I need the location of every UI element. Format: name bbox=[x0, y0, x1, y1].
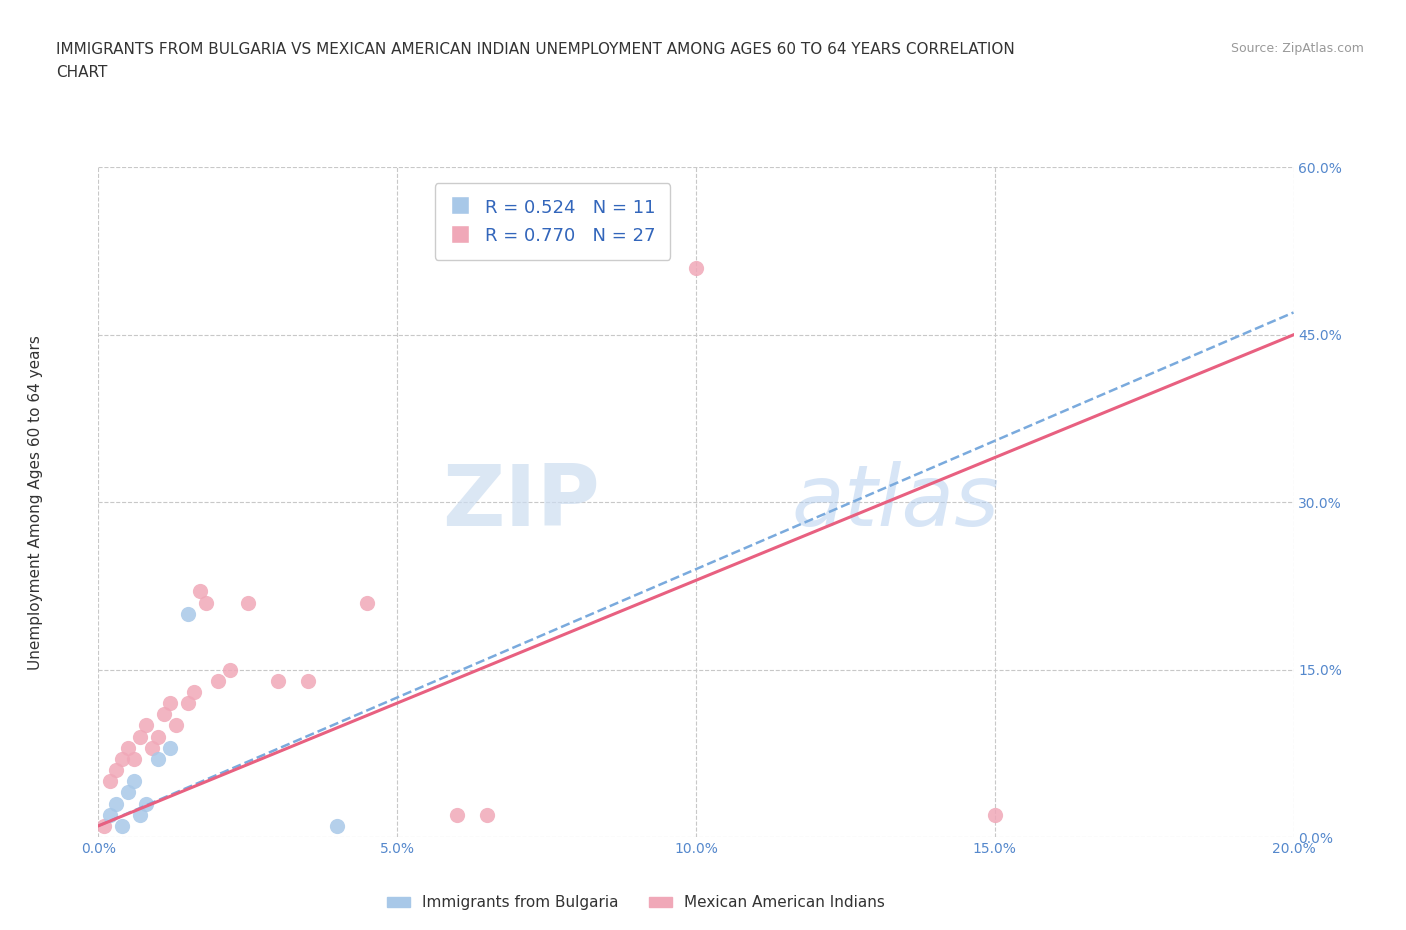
Text: Source: ZipAtlas.com: Source: ZipAtlas.com bbox=[1230, 42, 1364, 55]
Point bbox=[188, 584, 211, 599]
Point bbox=[194, 595, 218, 610]
Point bbox=[267, 673, 290, 688]
Text: atlas: atlas bbox=[792, 460, 1000, 544]
Point bbox=[297, 673, 319, 688]
Point bbox=[105, 796, 128, 811]
Point bbox=[117, 740, 139, 755]
Point bbox=[141, 740, 163, 755]
Point bbox=[135, 796, 157, 811]
Point bbox=[148, 751, 170, 766]
Point bbox=[129, 807, 152, 822]
Point bbox=[148, 729, 170, 744]
Text: CHART: CHART bbox=[56, 65, 108, 80]
Point bbox=[153, 707, 176, 722]
Point bbox=[326, 818, 349, 833]
Point bbox=[117, 785, 139, 800]
Point bbox=[93, 818, 115, 833]
Point bbox=[105, 763, 128, 777]
Point bbox=[983, 807, 1005, 822]
Text: Unemployment Among Ages 60 to 64 years: Unemployment Among Ages 60 to 64 years bbox=[28, 335, 42, 670]
Point bbox=[129, 729, 152, 744]
Point bbox=[183, 684, 205, 699]
Point bbox=[177, 696, 200, 711]
Point bbox=[135, 718, 157, 733]
Point bbox=[159, 696, 181, 711]
Text: ZIP: ZIP bbox=[443, 460, 600, 544]
Point bbox=[475, 807, 498, 822]
Point bbox=[98, 774, 122, 789]
Point bbox=[219, 662, 242, 677]
Point bbox=[165, 718, 187, 733]
Point bbox=[98, 807, 122, 822]
Point bbox=[685, 260, 707, 275]
Point bbox=[111, 751, 134, 766]
Point bbox=[236, 595, 259, 610]
Point bbox=[356, 595, 378, 610]
Point bbox=[159, 740, 181, 755]
Text: IMMIGRANTS FROM BULGARIA VS MEXICAN AMERICAN INDIAN UNEMPLOYMENT AMONG AGES 60 T: IMMIGRANTS FROM BULGARIA VS MEXICAN AMER… bbox=[56, 42, 1015, 57]
Point bbox=[446, 807, 468, 822]
Point bbox=[124, 751, 146, 766]
Point bbox=[207, 673, 229, 688]
Point bbox=[111, 818, 134, 833]
Point bbox=[177, 606, 200, 621]
Legend: Immigrants from Bulgaria, Mexican American Indians: Immigrants from Bulgaria, Mexican Americ… bbox=[381, 889, 891, 916]
Point bbox=[124, 774, 146, 789]
